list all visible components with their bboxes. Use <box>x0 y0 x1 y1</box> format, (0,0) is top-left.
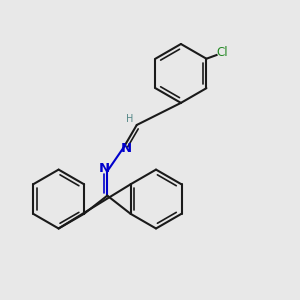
Text: N: N <box>120 142 131 155</box>
Text: Cl: Cl <box>217 46 228 59</box>
Text: N: N <box>99 162 110 175</box>
Text: H: H <box>126 114 133 124</box>
